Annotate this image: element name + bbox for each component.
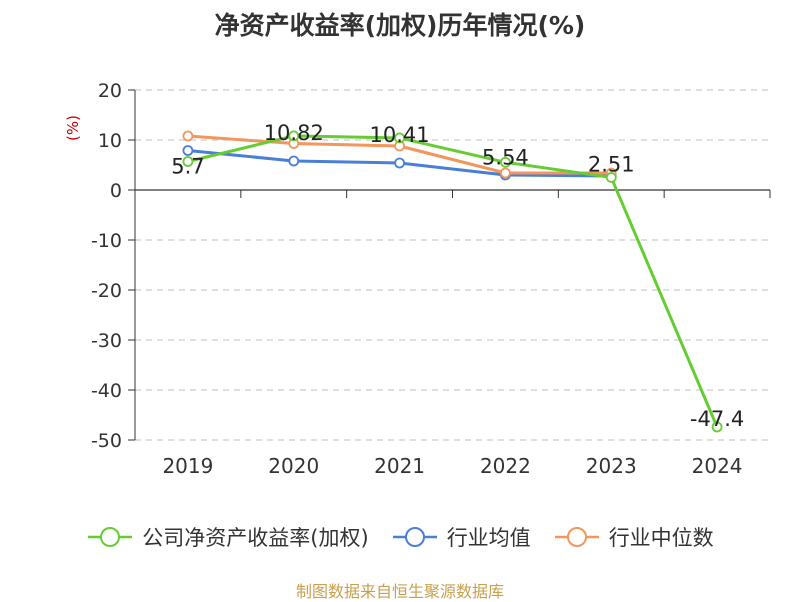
y-tick-label: 20 (98, 80, 122, 102)
x-tick-label: 2019 (162, 454, 213, 478)
legend-marker-icon (554, 527, 599, 547)
legend-label: 行业均值 (446, 526, 531, 550)
y-tick-label: -40 (91, 380, 122, 402)
x-tick-label: 2022 (480, 454, 531, 478)
legend-label: 行业中位数 (608, 526, 714, 550)
y-axis-label: (%) (64, 115, 82, 141)
data-point (605, 172, 617, 183)
legend-item[interactable]: 行业中位数 (553, 522, 714, 552)
data-label: 5.54 (482, 145, 529, 169)
x-tick-label: 2024 (692, 454, 743, 478)
y-tick-label: 10 (98, 130, 122, 152)
data-point (711, 421, 723, 433)
data-labels: 5.7 10.82 10.41 5.54 2.51 -47.4 (171, 121, 744, 431)
x-tick-label: 2023 (586, 454, 637, 478)
y-tick-label: -50 (91, 430, 122, 452)
grid-lines (135, 89, 770, 441)
data-label: 10.41 (370, 123, 430, 147)
data-point (182, 130, 194, 142)
source-note: 制图数据来自恒生聚源数据库 (295, 582, 504, 601)
series-line (187, 134, 719, 428)
y-tick-label: 0 (110, 180, 122, 202)
data-point (182, 145, 194, 156)
legend-marker-icon (392, 527, 437, 547)
data-point (394, 132, 405, 144)
data-label: -47.4 (690, 407, 744, 431)
legend-label: 公司净资产收益率(加权) (142, 526, 369, 550)
legend: 公司净资产收益率(加权) 行业均值 行业中位数 (0, 522, 800, 552)
data-label: 2.51 (588, 152, 635, 176)
y-tick-label: -10 (91, 230, 122, 252)
legend-item[interactable]: 公司净资产收益率(加权) (86, 522, 369, 552)
data-point (394, 157, 405, 169)
data-point (288, 130, 300, 142)
x-tick-label: 2021 (374, 454, 425, 478)
x-tick-label: 2020 (268, 454, 319, 478)
y-tick-label: -20 (91, 280, 122, 302)
legend-item[interactable]: 行业均值 (391, 522, 531, 552)
y-tick-label: -30 (91, 330, 122, 352)
data-point (182, 156, 194, 167)
axes: 20 10 0 -10 -20 -30 -40 -50 2019 2020 2021 2022 2023… (91, 80, 771, 478)
legend-marker-icon (88, 527, 133, 547)
data-point (500, 156, 511, 168)
data-point (288, 155, 300, 167)
data-point (500, 167, 511, 179)
data-label: 5.7 (171, 155, 204, 179)
chart-title: 净资产收益率(加权)历年情况(%) (214, 11, 586, 40)
series-lines (182, 130, 723, 433)
data-label: 10.82 (264, 121, 324, 145)
